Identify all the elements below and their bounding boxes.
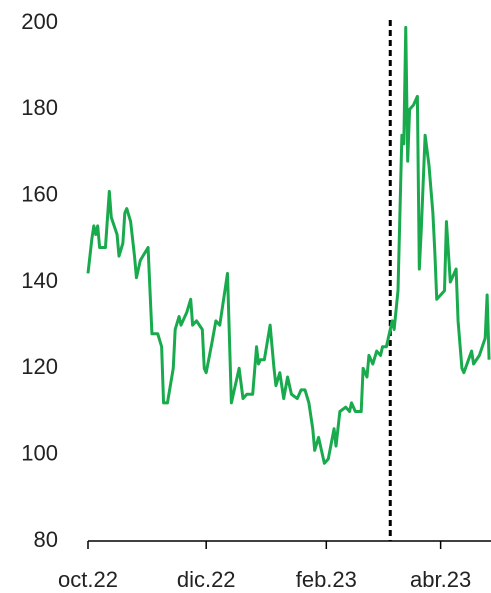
y-tick-label: 120 xyxy=(21,354,58,379)
y-tick-label: 160 xyxy=(21,181,58,206)
data-line xyxy=(86,25,491,465)
x-tick-label: dic.22 xyxy=(177,567,236,592)
y-tick-label: 140 xyxy=(21,268,58,293)
y-tick-label: 80 xyxy=(34,527,58,552)
y-tick-label: 200 xyxy=(21,9,58,34)
y-tick-label: 100 xyxy=(21,440,58,465)
x-tick-label: oct.22 xyxy=(58,567,118,592)
x-tick-label: abr.23 xyxy=(410,567,471,592)
x-tick-label: feb.23 xyxy=(296,567,357,592)
y-tick-label: 180 xyxy=(21,95,58,120)
